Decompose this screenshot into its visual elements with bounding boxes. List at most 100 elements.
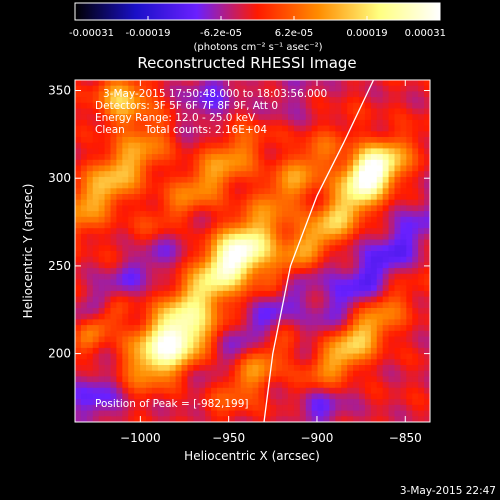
heatmap-pixel	[169, 330, 176, 337]
heatmap-pixel	[317, 239, 324, 246]
heatmap-pixel	[388, 268, 395, 275]
heatmap-pixel	[199, 233, 206, 240]
heatmap-pixel	[282, 176, 289, 183]
heatmap-pixel	[359, 239, 366, 246]
heatmap-pixel	[288, 222, 295, 229]
heatmap-pixel	[359, 85, 366, 92]
heatmap-pixel	[199, 330, 206, 337]
heatmap-pixel	[329, 410, 336, 417]
heatmap-pixel	[222, 279, 230, 286]
heatmap-pixel	[370, 80, 378, 87]
heatmap-pixel	[211, 262, 218, 269]
heatmap-pixel	[424, 256, 431, 263]
heatmap-pixel	[228, 410, 236, 417]
heatmap-pixel	[234, 410, 242, 417]
heatmap-pixel	[140, 262, 147, 269]
heatmap-pixel	[400, 393, 407, 400]
heatmap-pixel	[134, 142, 141, 149]
heatmap-pixel	[228, 290, 236, 297]
heatmap-pixel	[205, 159, 212, 166]
heatmap-pixel	[217, 359, 224, 366]
heatmap-pixel	[264, 125, 271, 132]
heatmap-pixel	[388, 330, 395, 337]
heatmap-pixel	[258, 125, 265, 132]
heatmap-pixel	[288, 108, 295, 115]
heatmap-pixel	[92, 114, 100, 121]
heatmap-pixel	[134, 256, 141, 263]
heatmap-pixel	[288, 91, 295, 98]
heatmap-pixel	[353, 251, 360, 258]
heatmap-pixel	[418, 285, 425, 292]
heatmap-pixel	[193, 342, 200, 349]
heatmap-pixel	[222, 188, 230, 195]
heatmap-pixel	[376, 393, 384, 400]
heatmap-pixel	[187, 319, 194, 326]
heatmap-pixel	[258, 205, 265, 212]
heatmap-pixel	[151, 416, 159, 423]
heatmap-pixel	[424, 302, 431, 309]
heatmap-pixel	[128, 85, 135, 92]
heatmap-pixel	[394, 222, 401, 229]
heatmap-pixel	[305, 188, 313, 195]
heatmap-pixel	[400, 182, 407, 189]
heatmap-pixel	[199, 245, 206, 252]
heatmap-pixel	[193, 228, 200, 235]
heatmap-pixel	[98, 85, 105, 92]
heatmap-pixel	[394, 108, 401, 115]
heatmap-pixel	[205, 176, 212, 183]
heatmap-pixel	[193, 262, 200, 269]
heatmap-pixel	[246, 142, 253, 149]
heatmap-pixel	[364, 273, 372, 280]
heatmap-pixel	[270, 182, 277, 189]
heatmap-pixel	[370, 387, 378, 394]
heatmap-pixel	[412, 176, 419, 183]
heatmap-pixel	[181, 359, 188, 366]
heatmap-pixel	[187, 165, 194, 172]
heatmap-pixel	[193, 102, 200, 109]
heatmap-pixel	[157, 399, 165, 406]
heatmap-pixel	[240, 296, 247, 303]
heatmap-pixel	[264, 188, 271, 195]
heatmap-pixel	[211, 194, 218, 201]
heatmap-pixel	[116, 279, 123, 286]
heatmap-pixel	[181, 233, 188, 240]
heatmap-pixel	[240, 137, 247, 144]
heatmap-pixel	[222, 97, 230, 104]
heatmap-pixel	[388, 199, 395, 206]
heatmap-pixel	[347, 102, 354, 109]
heatmap-pixel	[329, 205, 336, 212]
heatmap-pixel	[246, 359, 253, 366]
heatmap-pixel	[364, 290, 372, 297]
heatmap-pixel	[181, 142, 188, 149]
heatmap-pixel	[299, 108, 307, 115]
heatmap-pixel	[193, 233, 200, 240]
heatmap-pixel	[394, 131, 401, 138]
heatmap-pixel	[240, 279, 247, 286]
heatmap-pixel	[128, 239, 135, 246]
heatmap-pixel	[98, 251, 105, 258]
heatmap-pixel	[228, 199, 236, 206]
heatmap-pixel	[240, 211, 247, 218]
heatmap-pixel	[382, 176, 389, 183]
heatmap-pixel	[104, 251, 111, 258]
heatmap-pixel	[329, 353, 336, 360]
heatmap-pixel	[75, 382, 82, 389]
heatmap-pixel	[418, 290, 425, 297]
heatmap-pixel	[323, 239, 330, 246]
heatmap-pixel	[98, 268, 105, 275]
heatmap-pixel	[400, 165, 407, 172]
heatmap-pixel	[122, 302, 129, 309]
heatmap-pixel	[258, 342, 265, 349]
heatmap-pixel	[341, 114, 348, 121]
heatmap-pixel	[400, 85, 407, 92]
heatmap-pixel	[252, 347, 259, 354]
heatmap-pixel	[305, 387, 313, 394]
heatmap-pixel	[86, 194, 94, 201]
heatmap-pixel	[341, 365, 348, 372]
heatmap-pixel	[151, 137, 159, 144]
heatmap-pixel	[240, 416, 247, 423]
heatmap-pixel	[181, 399, 188, 406]
heatmap-pixel	[134, 205, 141, 212]
heatmap-pixel	[175, 296, 182, 303]
heatmap-pixel	[323, 330, 330, 337]
